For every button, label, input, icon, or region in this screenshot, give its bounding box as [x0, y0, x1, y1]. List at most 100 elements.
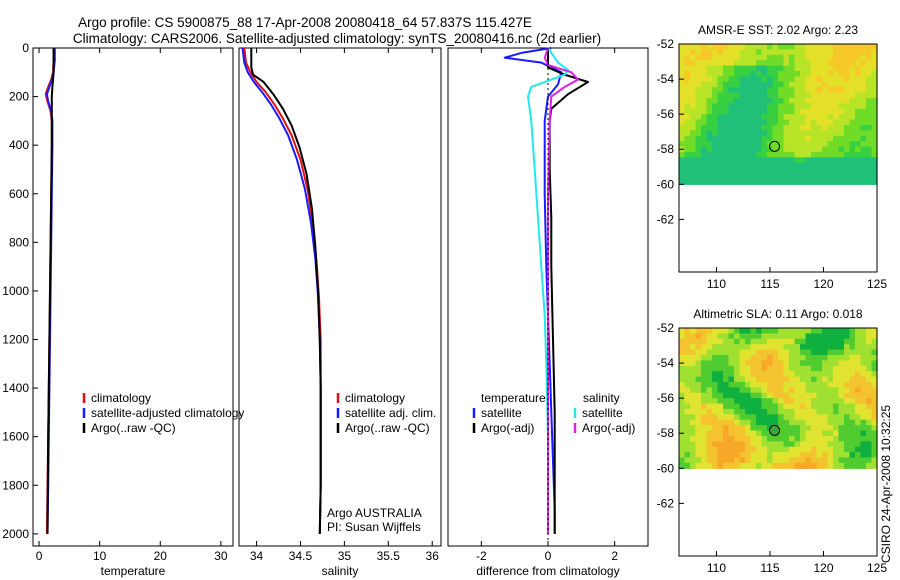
sst-heat-cell	[712, 81, 719, 88]
sst-heat-cell	[794, 114, 801, 121]
sla-heat-cell	[805, 360, 812, 367]
temperature-panel: 0 10 20 30020040060080010001200140016001800…	[2, 41, 244, 578]
sla-map-xtick-label: 115	[760, 561, 779, 575]
sst-heat-cell	[778, 65, 785, 72]
sla-heat-cell	[805, 376, 812, 383]
sst-heat-cell	[679, 60, 686, 67]
sla-heat-cell	[767, 446, 774, 453]
sst-heat-cell	[750, 49, 757, 56]
sst-heat-cell	[866, 87, 873, 94]
sst-heat-cell	[706, 108, 713, 115]
sla-heat-cell	[701, 387, 708, 394]
sla-heat-cell	[844, 446, 851, 453]
sst-heat-cell	[767, 44, 774, 50]
sst-heat-cell	[833, 54, 840, 61]
sla-heat-cell	[855, 387, 862, 394]
sla-heat-cell	[734, 408, 741, 415]
sla-heat-cell	[805, 430, 812, 437]
sla-heat-cell	[789, 365, 796, 372]
sla-heat-cell	[690, 360, 697, 367]
sst-heat-cell	[679, 178, 686, 185]
sla-heat-cell	[833, 446, 840, 453]
sla-heat-cell	[838, 452, 845, 459]
sst-heat-cell	[695, 87, 702, 94]
sla-heat-cell	[811, 457, 818, 464]
sst-heat-cell	[690, 81, 697, 88]
sst-heat-cell	[706, 65, 713, 72]
sst-heat-cell	[756, 76, 763, 83]
sla-heat-cell	[701, 365, 708, 372]
sst-heat-cell	[855, 157, 862, 164]
sla-heat-cell	[712, 392, 719, 399]
sla-heat-cell	[745, 387, 752, 394]
sla-heat-cell	[871, 457, 878, 464]
sst-heat-cell	[778, 108, 785, 115]
sst-heat-cell	[827, 130, 834, 137]
sst-heat-cell	[838, 135, 845, 142]
sla-heat-cell	[789, 462, 796, 469]
sla-heat-cell	[838, 457, 845, 464]
sla-heat-cell	[723, 387, 730, 394]
sst-heat-cell	[767, 173, 774, 180]
sla-heat-cell	[706, 381, 713, 388]
sst-heat-cell	[866, 124, 873, 131]
sla-heat-cell	[723, 328, 730, 334]
sst-heat-cell	[750, 54, 757, 61]
sla-heat-cell	[712, 462, 719, 469]
sla-heat-cell	[723, 414, 730, 421]
sla-heat-cell	[778, 414, 785, 421]
sla-heat-cell	[717, 435, 724, 442]
sst-heat-cell	[767, 87, 774, 94]
sla-heat-cell	[794, 452, 801, 459]
sla-heat-cell	[871, 403, 878, 410]
sst-heat-cell	[844, 81, 851, 88]
sst-heat-cell	[750, 97, 757, 104]
sst-heat-cell	[871, 114, 878, 121]
sla-heat-cell	[684, 435, 691, 442]
sla-heat-cell	[778, 338, 785, 345]
sst-heat-cell	[706, 157, 713, 164]
sla-heat-cell	[789, 354, 796, 361]
sla-heat-cell	[827, 457, 834, 464]
sla-heat-cell	[767, 376, 774, 383]
sst-heat-cell	[728, 119, 735, 126]
sla-heat-cell	[844, 403, 851, 410]
sst-heat-cell	[745, 119, 752, 126]
sst-heat-cell	[783, 114, 790, 121]
sst-heat-cell	[723, 92, 730, 99]
sst-heat-cell	[756, 146, 763, 153]
sla-heat-cell	[794, 365, 801, 372]
sla-heat-cell	[756, 338, 763, 345]
temperature-ytick-label: 1400	[2, 381, 29, 395]
sla-heat-cell	[761, 387, 768, 394]
sla-heat-cell	[684, 387, 691, 394]
sla-heat-cell	[701, 446, 708, 453]
sst-heat-cell	[805, 114, 812, 121]
sla-heat-cell	[772, 338, 779, 345]
sla-heat-cell	[827, 371, 834, 378]
sst-heat-cell	[800, 70, 807, 77]
sst-heat-cell	[690, 173, 697, 180]
sst-heat-cell	[745, 141, 752, 148]
sst-heat-cell	[844, 92, 851, 99]
sla-heat-cell	[827, 425, 834, 432]
sla-heat-cell	[723, 376, 730, 383]
sla-heat-cell	[871, 344, 878, 351]
sst-heat-cell	[695, 146, 702, 153]
sst-heat-cell	[750, 146, 757, 153]
temperature-ytick-label: 600	[9, 187, 29, 201]
sla-heat-cell	[811, 360, 818, 367]
sla-heat-cell	[772, 354, 779, 361]
sst-heat-cell	[860, 87, 867, 94]
sla-heat-cell	[772, 344, 779, 351]
sla-heat-cell	[695, 328, 702, 334]
sla-heat-cell	[772, 446, 779, 453]
sla-heat-cell	[739, 425, 746, 432]
sla-heat-cell	[767, 419, 774, 426]
sla-heat-cell	[717, 408, 724, 415]
sla-heat-cell	[684, 419, 691, 426]
sla-heat-cell	[778, 349, 785, 356]
sla-heat-cell	[789, 344, 796, 351]
sst-heat-cell	[860, 114, 867, 121]
sst-heat-cell	[701, 135, 708, 142]
